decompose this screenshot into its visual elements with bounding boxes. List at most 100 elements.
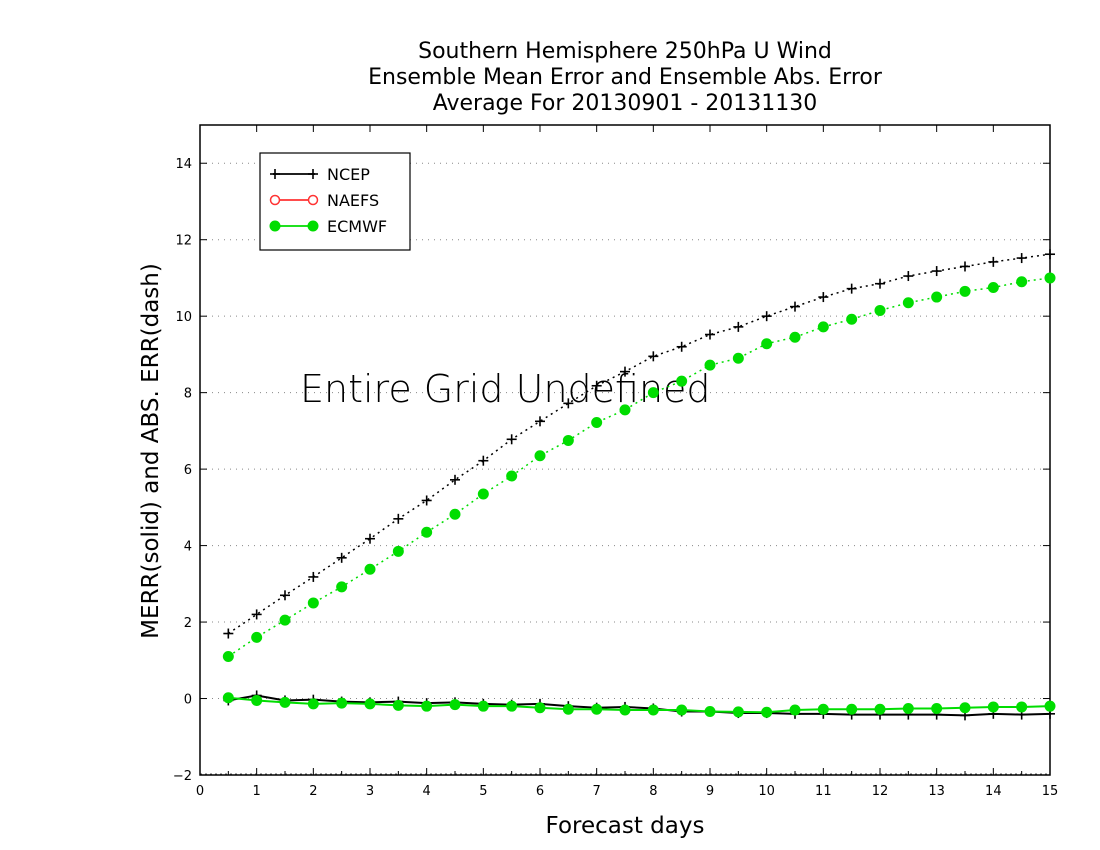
y-tick-label: 4 (184, 540, 192, 555)
x-tick-label: 11 (815, 784, 832, 799)
ecmwf-abserr-point (1016, 276, 1028, 288)
ecmwf-merr-point (449, 699, 461, 711)
x-tick-label: 10 (758, 784, 775, 799)
ecmwf-abserr-line (227, 277, 1051, 658)
y-axis: −2 0 2 4 6 8 10 12 14 (173, 157, 1050, 784)
ecmwf-merr-point (477, 700, 489, 712)
ncep-abserr-point (1016, 253, 1027, 264)
ecmwf-merr-point (506, 700, 518, 712)
ecmwf-abserr-point (534, 450, 546, 462)
ncep-abserr-point (535, 416, 545, 427)
x-tick-label: 14 (985, 784, 1002, 799)
ecmwf-abserr-point (619, 404, 631, 416)
ncep-abserr-point (393, 513, 404, 524)
y-axis-label: MERR(solid) and ABS. ERR(dash) (138, 263, 164, 639)
ecmwf-merr-point (732, 706, 744, 718)
ecmwf-abserr-point (732, 352, 744, 364)
x-tick-label: 13 (928, 784, 945, 799)
legend: NCEP NAEFS ECMWF (259, 152, 411, 251)
ecmwf-merr-point (307, 698, 319, 710)
y-tick-label: 12 (175, 234, 192, 249)
ecmwf-merr-point (704, 706, 716, 718)
x-tick-label: 8 (649, 784, 657, 799)
ecmwf-merr-point (959, 702, 971, 714)
ncep-abserr-point (365, 533, 375, 544)
ncep-abserr-point (676, 341, 687, 352)
legend-marker-ncep-b (308, 169, 318, 179)
ncep-abserr-point (620, 366, 630, 377)
x-axis-label: Forecast days (546, 813, 705, 839)
y-tick-label: 6 (184, 463, 192, 478)
ecmwf-merr-point (222, 692, 234, 704)
ecmwf-abserr-point (562, 434, 574, 446)
ncep-abserr-point (733, 321, 744, 332)
ecmwf-merr-point (336, 697, 348, 709)
ecmwf-abserr-point (222, 650, 234, 662)
ecmwf-abserr-point (987, 282, 999, 293)
legend-marker-ncep-a (270, 169, 280, 179)
ncep-abserr-point (761, 311, 772, 322)
ncep-abserr-point (563, 398, 574, 409)
legend-label-naefs: NAEFS (327, 191, 379, 210)
ncep-abserr-point (308, 571, 319, 582)
y-tick-label: −2 (173, 769, 192, 784)
ecmwf-merr-point (619, 704, 631, 716)
x-tick-label: 4 (423, 784, 431, 799)
ncep-abserr-point (648, 351, 659, 362)
y-tick-label: 2 (184, 616, 192, 631)
y-tick-label: 8 (184, 387, 192, 402)
ecmwf-abserr-point (959, 285, 971, 297)
x-tick-label: 6 (536, 784, 544, 799)
ncep-abserr-point (336, 552, 347, 563)
x-tick-label: 12 (872, 784, 889, 799)
ncep-abserr-line (227, 253, 1051, 635)
ncep-abserr-point (705, 329, 715, 340)
ecmwf-abserr-point (421, 526, 433, 538)
ncep-abserr-point (280, 590, 290, 601)
ecmwf-merr-point (846, 703, 858, 715)
ncep-abserr-point (421, 495, 432, 506)
chart-title: Southern Hemisphere 250hPa U WindEnsembl… (368, 39, 883, 116)
ecmwf-merr-point (279, 696, 291, 708)
ecmwf-merr-point (392, 699, 404, 711)
x-tick-label: 3 (366, 784, 374, 799)
ecmwf-abserr-point (874, 304, 886, 316)
title-line-3: Average For 20130901 - 20131130 (433, 91, 818, 116)
ncep-abserr-point (988, 256, 999, 267)
grid-lines (200, 162, 1050, 775)
x-tick-label: 7 (593, 784, 601, 799)
ncep-abserr-point (931, 266, 942, 277)
x-tick-label: 15 (1042, 784, 1059, 799)
ecmwf-merr-point (761, 706, 773, 718)
ecmwf-merr-point (874, 703, 886, 715)
ncep-abserr-point (960, 261, 970, 272)
ecmwf-abserr-point (647, 387, 659, 399)
x-tick-label: 5 (479, 784, 487, 799)
legend-label-ncep: NCEP (327, 165, 370, 184)
ecmwf-merr-point (251, 694, 263, 706)
ecmwf-abserr-point (449, 508, 461, 520)
ecmwf-abserr-point (392, 545, 404, 557)
ecmwf-merr-point (421, 700, 433, 712)
ncep-abserr-point (251, 609, 262, 620)
ecmwf-merr-point (562, 703, 574, 715)
y-tick-label: 14 (175, 157, 192, 172)
ncep-abserr-point (846, 283, 857, 294)
ecmwf-merr-point (1044, 700, 1056, 712)
ecmwf-merr-point (931, 702, 943, 714)
title-line-2: Ensemble Mean Error and Ensemble Abs. Er… (368, 65, 883, 90)
ncep-abserr-point (1045, 249, 1055, 260)
x-tick-label: 0 (196, 784, 204, 799)
ecmwf-merr-point (591, 703, 603, 715)
ecmwf-abserr-point (591, 416, 603, 428)
ncep-abserr-point (450, 474, 460, 485)
undefined-grid-annotation: Entire Grid Undefined (300, 367, 711, 411)
ecmwf-abserr-point (817, 321, 829, 333)
ecmwf-merr-point (364, 698, 376, 710)
x-tick-label: 9 (706, 784, 714, 799)
ncep-abserr-point (506, 434, 517, 445)
ncep-abserr-point (818, 292, 829, 303)
legend-marker-ecmwf-b (307, 220, 319, 232)
y-tick-label: 0 (184, 693, 192, 708)
